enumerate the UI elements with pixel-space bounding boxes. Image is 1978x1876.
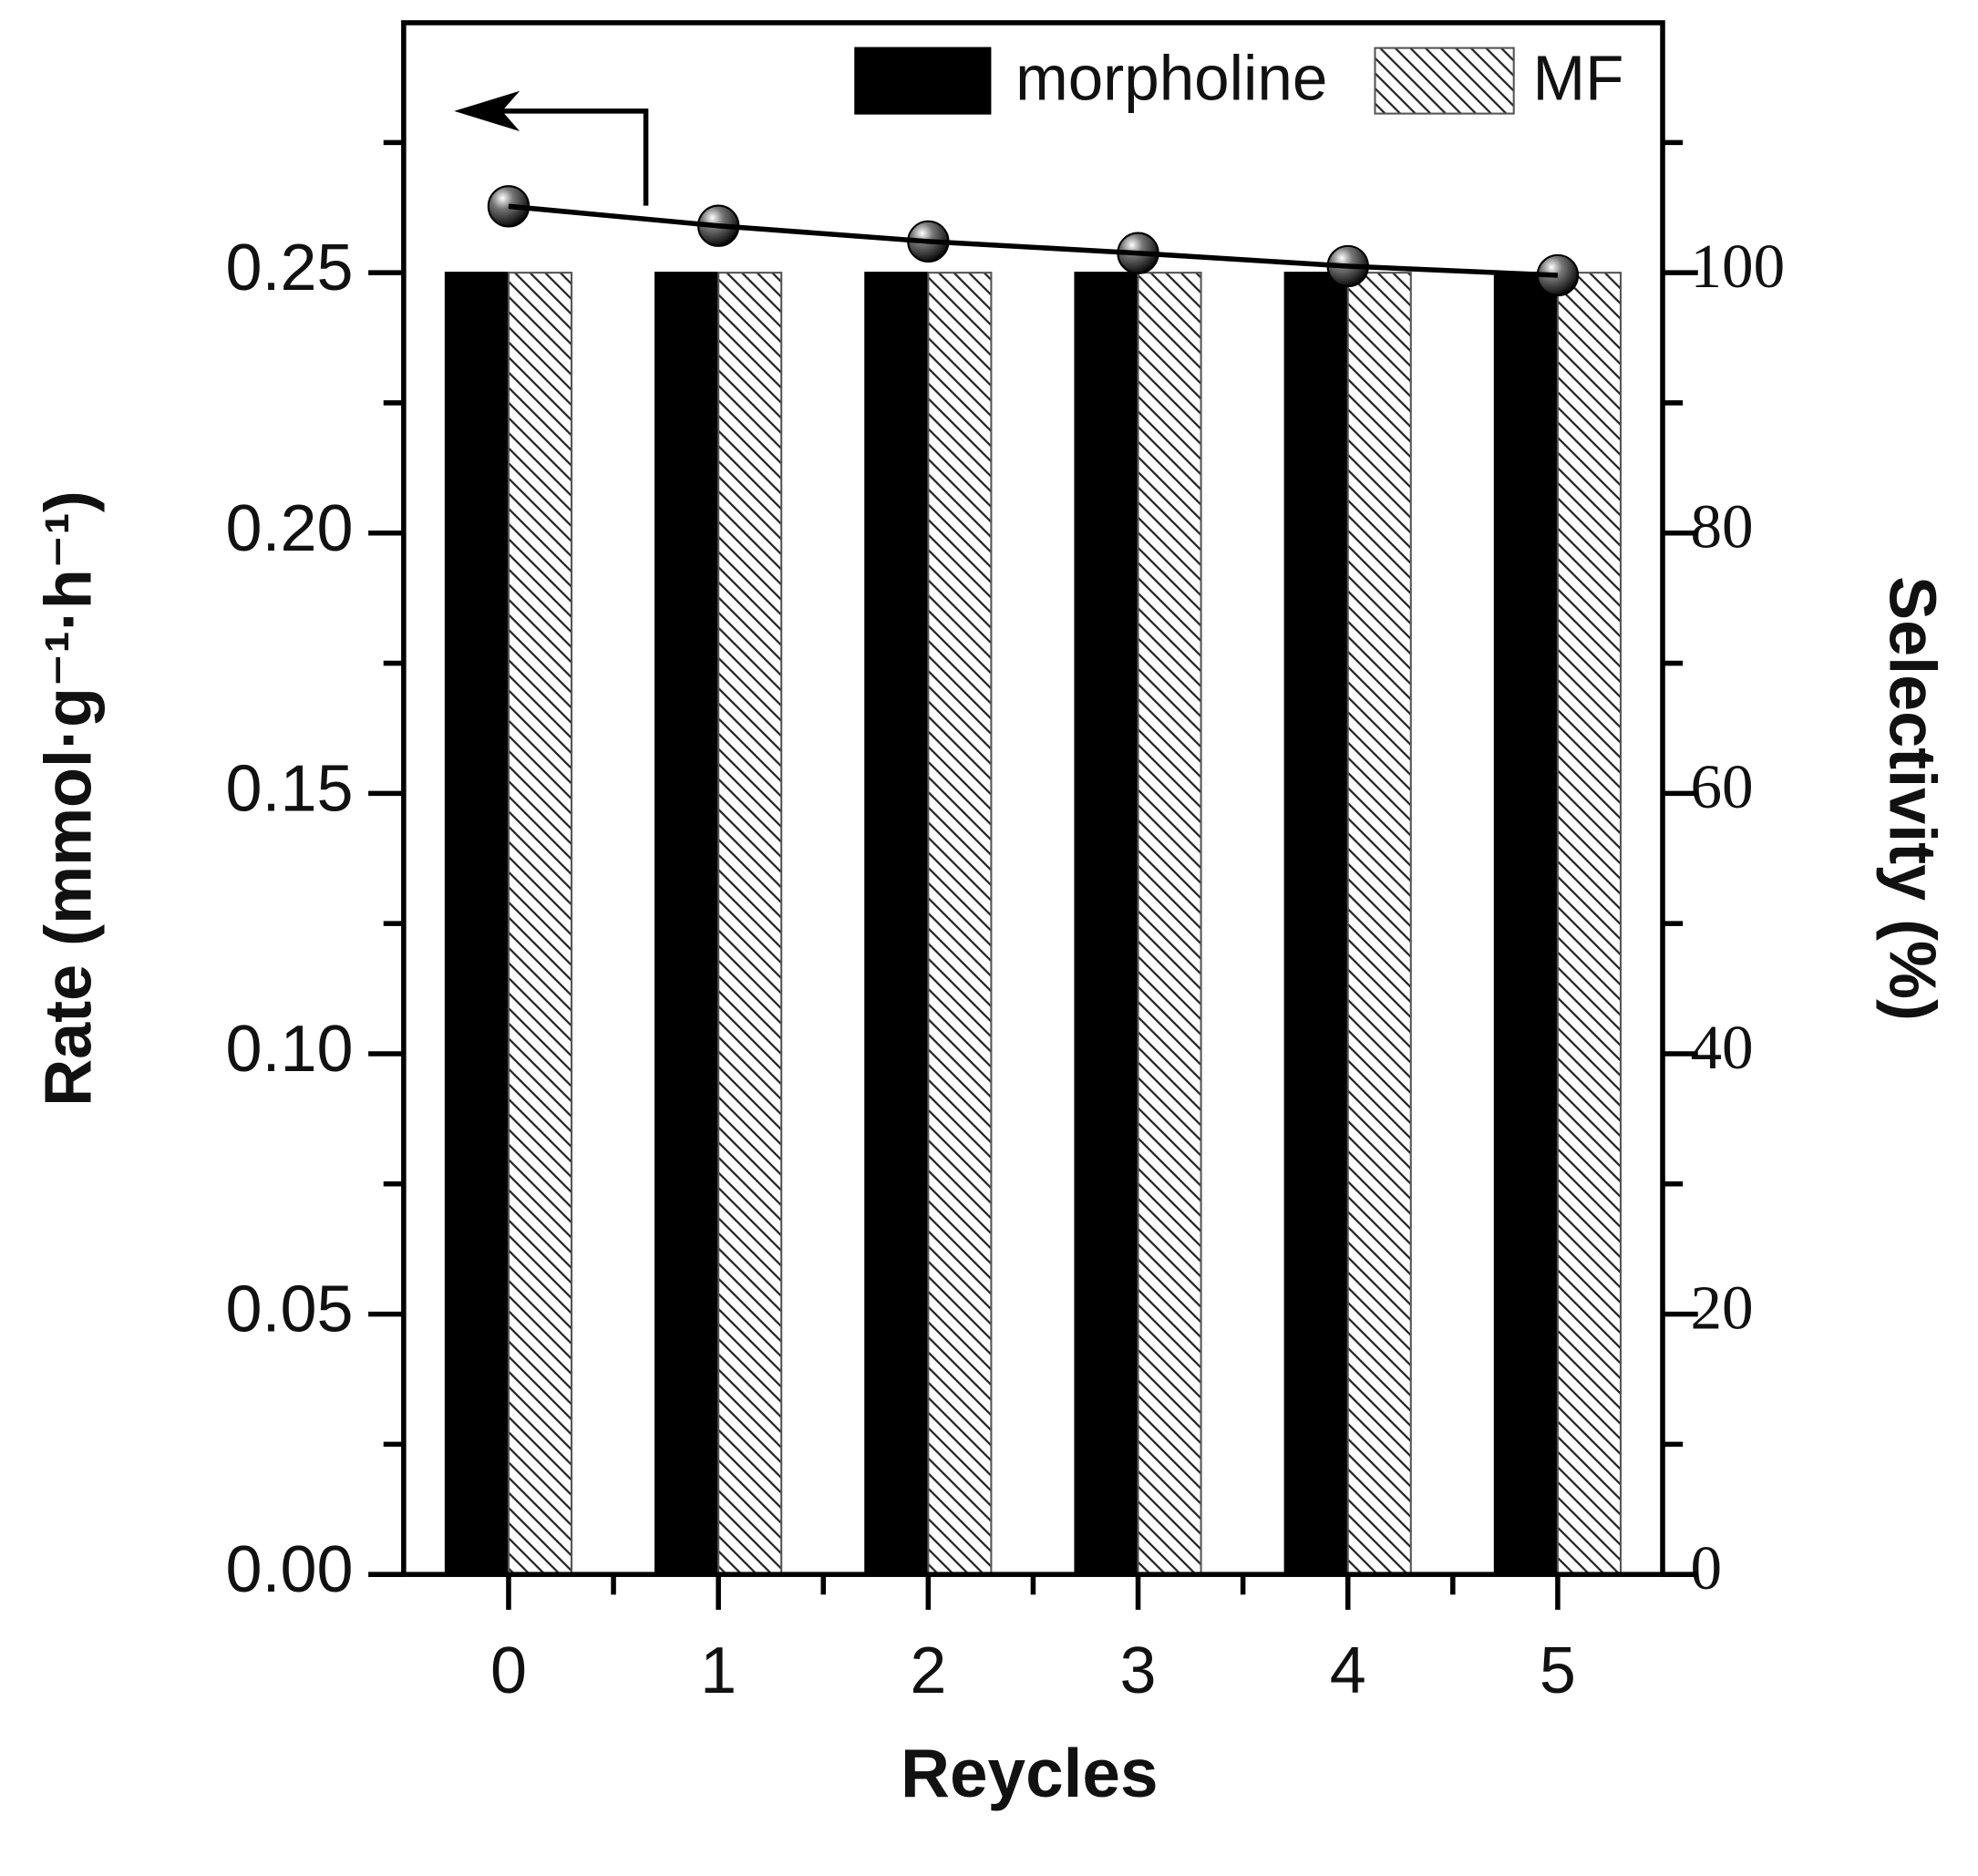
bar bbox=[444, 272, 510, 1576]
bar bbox=[1556, 272, 1623, 1576]
bar bbox=[1137, 272, 1202, 1576]
bar bbox=[507, 272, 573, 1576]
bar bbox=[927, 272, 993, 1576]
y-tick-label: 0.10 bbox=[225, 1013, 353, 1086]
x-tick-label: 2 bbox=[910, 1634, 946, 1707]
bar bbox=[1493, 272, 1559, 1576]
y2-axis-label: Selectivity (%) bbox=[1875, 576, 1948, 1021]
line bbox=[508, 203, 1559, 278]
bar bbox=[1283, 272, 1349, 1576]
x-tick-label: 5 bbox=[1540, 1634, 1576, 1707]
y-tick-label: 0.15 bbox=[225, 752, 353, 825]
x-axis-label: Reycles bbox=[901, 1735, 1159, 1811]
x-tick-label: 4 bbox=[1330, 1634, 1366, 1707]
legend-label: MF bbox=[1532, 43, 1623, 114]
bar bbox=[1346, 272, 1412, 1576]
x-tick-label: 1 bbox=[700, 1634, 737, 1707]
y2-tick-label: 100 bbox=[1690, 231, 1785, 301]
y-tick-label: 0.25 bbox=[225, 232, 353, 304]
bar bbox=[864, 272, 930, 1576]
y-axis-label: Rate (mmol·g⁻¹·h⁻¹) bbox=[32, 490, 105, 1106]
plot-frame bbox=[401, 20, 1665, 1577]
y2-tick-label: 40 bbox=[1690, 1012, 1753, 1082]
y-tick-label: 0.00 bbox=[225, 1533, 353, 1606]
y2-tick-label: 80 bbox=[1690, 491, 1753, 562]
legend-swatch bbox=[1374, 46, 1515, 115]
y-tick-label: 0.20 bbox=[225, 492, 353, 565]
legend-swatch bbox=[854, 46, 992, 115]
y2-tick-label: 20 bbox=[1690, 1272, 1753, 1342]
bar bbox=[1074, 272, 1139, 1576]
legend-label: morpholine bbox=[1015, 43, 1327, 114]
bar bbox=[717, 272, 783, 1576]
x-tick-label: 0 bbox=[490, 1634, 527, 1707]
x-tick-label: 3 bbox=[1120, 1634, 1157, 1707]
y2-tick-label: 0 bbox=[1690, 1532, 1722, 1603]
y-tick-label: 0.05 bbox=[225, 1273, 353, 1346]
axis-arrow bbox=[469, 108, 649, 206]
arrow-head bbox=[454, 90, 520, 131]
y2-tick-label: 60 bbox=[1690, 751, 1753, 821]
bar bbox=[654, 272, 720, 1576]
